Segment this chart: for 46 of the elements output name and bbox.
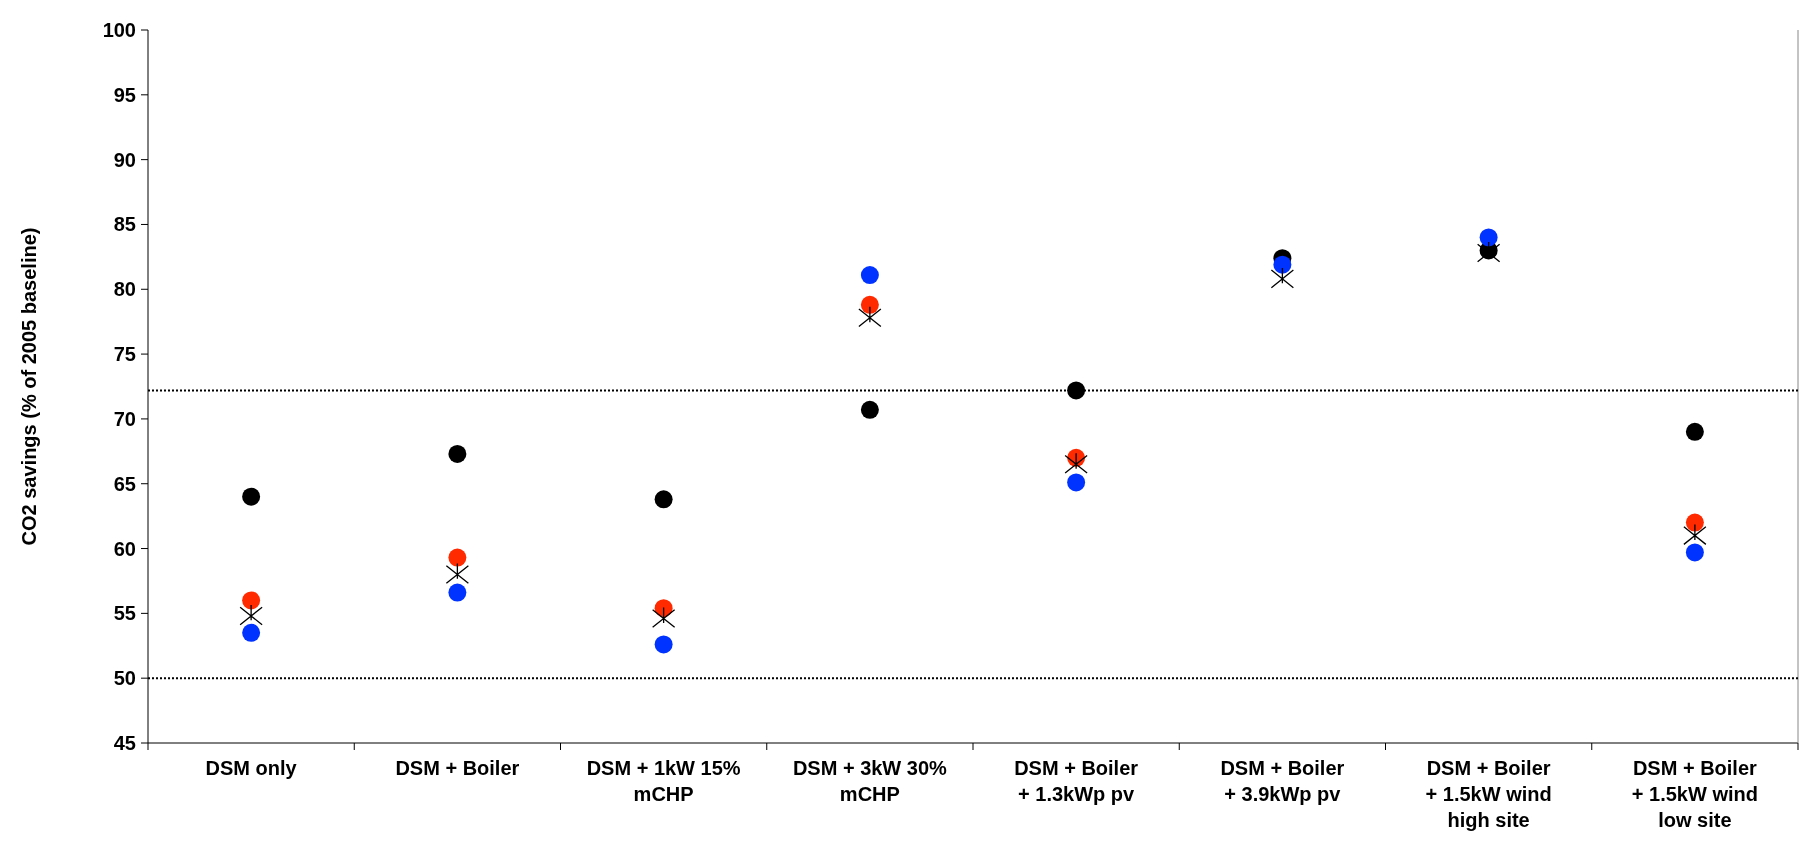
y-tick-label: 65 [113,472,136,495]
point [445,565,470,584]
point [1683,526,1707,546]
point [1685,422,1704,441]
x-tick-label: DSM + Boiler + 1.5kW wind high site [1425,757,1552,831]
point [448,548,467,567]
x-tick-label: DSM + 1kW 15% mCHP [586,757,741,805]
point [860,295,879,314]
x-tick-label: DSM + 3kW 30% mCHP [792,757,948,805]
point [860,400,879,419]
point [239,606,263,626]
point [1273,255,1292,274]
point [1685,543,1704,562]
y-tick-label: 45 [113,732,136,754]
point [1270,269,1295,289]
point [1064,454,1088,474]
point [448,444,467,463]
y-tick-label: 55 [113,602,136,625]
y-tick-label: 90 [113,148,136,171]
y-tick-label: 80 [113,278,136,301]
y-tick-label: 60 [113,537,136,560]
x-tick-label: DSM + Boiler [395,757,520,779]
y-tick-label: 70 [113,407,136,430]
y-tick-label: 85 [113,213,136,236]
y-tick-label: 75 [113,343,136,366]
point [1685,513,1704,532]
y-axis-title: CO2 savings (% of 2005 baseline) [18,227,40,546]
x-tick-label: DSM + Boiler + 1.5kW wind low site [1631,757,1758,831]
y-tick-label: 95 [113,83,136,106]
y-tick-label: 50 [113,667,136,690]
point [448,583,467,602]
point [242,487,261,506]
point [1067,473,1086,492]
y-tick-label: 100 [102,19,136,41]
point [1067,381,1086,400]
x-tick-label: DSM + Boiler + 3.9kWp pv [1220,757,1345,805]
point [654,490,673,509]
x-tick-label: DSM + Boiler + 1.3kWp pv [1014,757,1139,805]
point [651,609,676,628]
point [858,308,882,328]
point [860,266,879,285]
point [654,635,673,654]
point [1479,228,1498,247]
point [242,623,261,642]
x-tick-label: DSM only [205,757,298,779]
point [242,591,261,610]
